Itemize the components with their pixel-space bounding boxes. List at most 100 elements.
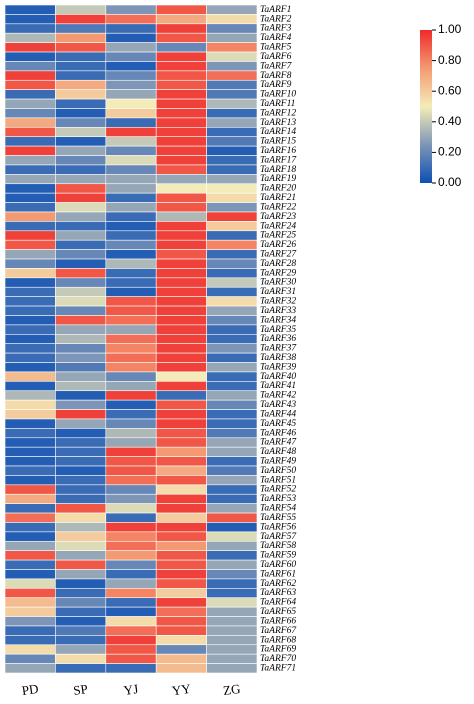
heatmap-cell [55,23,107,34]
heatmap-cell [206,343,258,354]
row-label: TaARF27 [260,250,297,260]
heatmap-cell [4,390,56,401]
row-label: TaARF58 [260,541,296,551]
heatmap-cell [105,512,157,523]
row-label: TaARF40 [260,372,296,382]
heatmap-cell [105,164,157,175]
heatmap-cell [206,192,258,203]
heatmap-cell [105,493,157,504]
heatmap-cell [155,418,207,429]
heatmap-cell [4,324,56,335]
row-label: TaARF44 [260,409,296,419]
heatmap-cell [206,540,258,551]
heatmap-cell [206,14,258,25]
heatmap-cell [55,14,107,25]
heatmap-cell [206,588,258,599]
heatmap-cell [55,192,107,203]
heatmap-cell [105,239,157,250]
heatmap-cell [4,540,56,551]
heatmap-cell [105,465,157,476]
heatmap-cell [105,127,157,138]
heatmap-cell [4,79,56,90]
heatmap-cell [206,258,258,269]
row-label: TaARF47 [260,438,297,448]
heatmap-cell [55,183,107,194]
heatmap-cell [105,305,157,316]
row-label: TaARF70 [260,654,296,664]
heatmap-cell [55,89,107,100]
heatmap-cell [105,625,157,636]
heatmap-cell [105,211,157,222]
heatmap-cell [155,221,207,232]
row-label: TaARF28 [260,259,296,269]
heatmap-cell [206,446,258,457]
heatmap-cell [4,239,56,250]
heatmap-cell [105,371,157,382]
heatmap-cell [105,221,157,232]
row-label: TaARF51 [260,475,296,485]
heatmap-cell [155,239,207,250]
heatmap-cell [55,42,107,53]
heatmap-cell [155,540,207,551]
heatmap-cell [55,522,107,533]
heatmap-cell [155,371,207,382]
heatmap-cell [155,352,207,363]
heatmap-cell [4,305,56,316]
heatmap-cell [55,258,107,269]
heatmap-cell [206,70,258,81]
heatmap-cell [4,616,56,627]
heatmap-cell [105,51,157,62]
heatmap-cell [155,446,207,457]
heatmap-cell [155,174,207,185]
heatmap-cell [206,221,258,232]
heatmap-cell [155,202,207,213]
heatmap-cell [155,145,207,156]
heatmap-cell [155,531,207,542]
heatmap-cell [55,305,107,316]
heatmap-cell [55,333,107,345]
heatmap-cell [4,409,56,420]
heatmap-cell [4,428,56,439]
heatmap-cell [4,89,56,100]
heatmap-cell [155,644,207,655]
heatmap-cell [206,117,258,128]
row-label: TaARF50 [260,466,296,476]
column-label: SP [72,681,88,698]
heatmap-cell [4,352,56,363]
heatmap-cell [105,79,157,90]
heatmap-cell [155,381,207,392]
heatmap-cell [155,437,207,448]
heatmap-cell [155,635,207,646]
heatmap-cell [155,428,207,439]
heatmap-cell [155,616,207,627]
heatmap-cell [155,32,207,43]
row-label: TaARF52 [260,485,296,495]
heatmap-cell [4,578,56,589]
heatmap-cell [155,4,207,15]
heatmap-cell [4,61,56,72]
heatmap-cell [206,578,258,589]
heatmap-cell [105,324,157,335]
row-label: TaARF39 [260,362,296,372]
heatmap-cell [105,98,157,109]
heatmap-cell [105,352,157,363]
heatmap-cell [55,540,107,551]
row-label: TaARF43 [260,400,296,410]
heatmap-cell [155,484,207,495]
heatmap-cell [155,475,207,486]
heatmap-cell [206,381,258,392]
heatmap-cell [206,428,258,439]
row-label: TaARF13 [260,118,296,128]
heatmap-cell [55,296,107,307]
row-label: TaARF22 [260,202,296,212]
heatmap-cell [155,277,207,288]
heatmap-cell [155,230,207,241]
heatmap-cell [206,362,258,373]
heatmap-cell [105,202,157,213]
heatmap-cell [105,136,157,147]
heatmap-cell [105,663,157,674]
heatmap-cell [105,522,157,533]
heatmap-cell [4,456,56,467]
heatmap-cell [55,70,107,81]
heatmap-cell [55,268,107,279]
